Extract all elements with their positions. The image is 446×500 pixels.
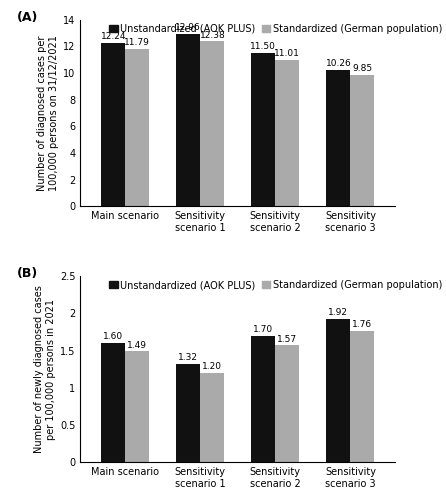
Bar <box>252 53 275 206</box>
Bar <box>200 42 224 206</box>
Legend: Unstandardized (AOK PLUS), Standardized (German population): Unstandardized (AOK PLUS), Standardized … <box>105 276 446 294</box>
Text: (A): (A) <box>17 10 38 24</box>
Legend: Unstandardized (AOK PLUS), Standardized (German population): Unstandardized (AOK PLUS), Standardized … <box>105 20 446 38</box>
Text: 1.70: 1.70 <box>253 325 273 334</box>
Bar <box>125 50 149 206</box>
Text: 11.79: 11.79 <box>124 38 150 48</box>
Text: 1.57: 1.57 <box>277 334 297 344</box>
Text: 12.24: 12.24 <box>100 32 126 42</box>
Bar <box>275 346 299 463</box>
Text: 1.20: 1.20 <box>202 362 222 371</box>
Y-axis label: Number of newly diagnosed cases
per 100,000 persons in 2021: Number of newly diagnosed cases per 100,… <box>34 286 56 453</box>
Text: 12.96: 12.96 <box>175 23 201 32</box>
Text: 11.50: 11.50 <box>250 42 277 51</box>
Text: 1.49: 1.49 <box>127 340 147 349</box>
Text: 1.60: 1.60 <box>103 332 124 342</box>
Text: 9.85: 9.85 <box>352 64 372 73</box>
Y-axis label: Number of diagnosed cases per
100,000 persons on 31/12/2021: Number of diagnosed cases per 100,000 pe… <box>37 35 59 191</box>
Bar <box>125 352 149 463</box>
Bar <box>252 336 275 462</box>
Text: 1.76: 1.76 <box>352 320 372 330</box>
Bar <box>351 75 375 206</box>
Text: 1.92: 1.92 <box>328 308 348 318</box>
Bar <box>326 320 351 462</box>
Bar <box>275 60 299 206</box>
Text: 11.01: 11.01 <box>274 49 300 58</box>
Bar <box>176 34 200 206</box>
Text: 12.38: 12.38 <box>199 30 225 40</box>
Bar <box>101 44 125 206</box>
Bar <box>200 373 224 462</box>
Bar <box>101 343 125 462</box>
Bar <box>351 332 375 462</box>
Bar <box>326 70 351 206</box>
Bar <box>176 364 200 462</box>
Text: 1.32: 1.32 <box>178 353 198 362</box>
Text: (B): (B) <box>17 267 38 280</box>
Text: 10.26: 10.26 <box>326 59 351 68</box>
